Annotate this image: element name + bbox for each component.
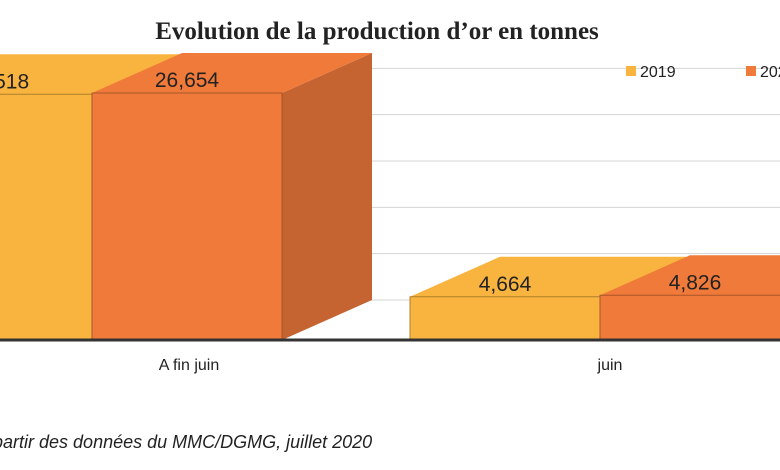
legend: 2019 2020	[626, 64, 780, 81]
data-label: 4,664	[479, 273, 532, 296]
bar-top	[600, 255, 780, 296]
labels-layer: 26,518 26,654 A fin juin 4,664 4,826 juin	[0, 69, 721, 374]
legend-swatch	[746, 66, 756, 76]
chart-title: Evolution de la production d’or en tonne…	[155, 18, 599, 45]
data-label: 26,518	[0, 70, 29, 93]
data-label: 26,654	[155, 69, 220, 92]
bar	[600, 295, 780, 340]
legend-label: 2019	[640, 64, 676, 81]
source-note: à partir des données du MMC/DGMG, juille…	[0, 432, 373, 452]
legend-swatch	[626, 66, 636, 76]
category-label: juin	[597, 357, 623, 374]
bar-side	[282, 53, 372, 341]
data-label: 4,826	[669, 271, 722, 294]
bars-layer	[0, 53, 780, 341]
legend-label: 2020	[760, 64, 780, 81]
bar	[410, 296, 600, 340]
bar-edge	[91, 92, 283, 340]
category-label: A fin juin	[159, 357, 219, 374]
bar-edge	[599, 294, 780, 340]
bar-top	[0, 54, 182, 95]
bar-top	[92, 53, 372, 94]
bar	[0, 94, 92, 340]
bar	[92, 93, 282, 341]
